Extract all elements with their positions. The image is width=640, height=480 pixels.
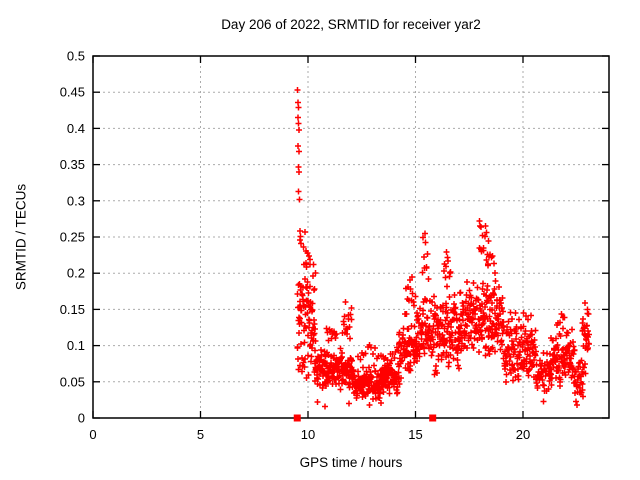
y-tick-label: 0.5 bbox=[67, 49, 85, 64]
chart-title: Day 206 of 2022, SRMTID for receiver yar… bbox=[221, 17, 481, 32]
data-points-plus-markers bbox=[294, 87, 592, 410]
y-tick-label: 0.25 bbox=[60, 230, 85, 245]
x-axis-event-marker bbox=[293, 414, 301, 422]
y-tick-label: 0.35 bbox=[60, 157, 85, 172]
y-tick-label: 0.3 bbox=[67, 193, 85, 208]
y-tick-label: 0 bbox=[78, 411, 85, 426]
y-tick-label: 0.1 bbox=[67, 338, 85, 353]
x-tick-label: 5 bbox=[197, 427, 204, 442]
y-tick-label: 0.2 bbox=[67, 266, 85, 281]
y-tick-label: 0.4 bbox=[67, 121, 85, 136]
x-tick-label: 15 bbox=[408, 427, 422, 442]
y-tick-label: 0.05 bbox=[60, 374, 85, 389]
x-axis-title: GPS time / hours bbox=[299, 455, 403, 470]
y-tick-label: 0.15 bbox=[60, 302, 85, 317]
x-axis-event-marker bbox=[429, 414, 437, 422]
x-tick-label: 0 bbox=[89, 427, 96, 442]
x-tick-label: 10 bbox=[301, 427, 315, 442]
y-tick-label: 0.45 bbox=[60, 85, 85, 100]
x-tick-label: 20 bbox=[516, 427, 530, 442]
